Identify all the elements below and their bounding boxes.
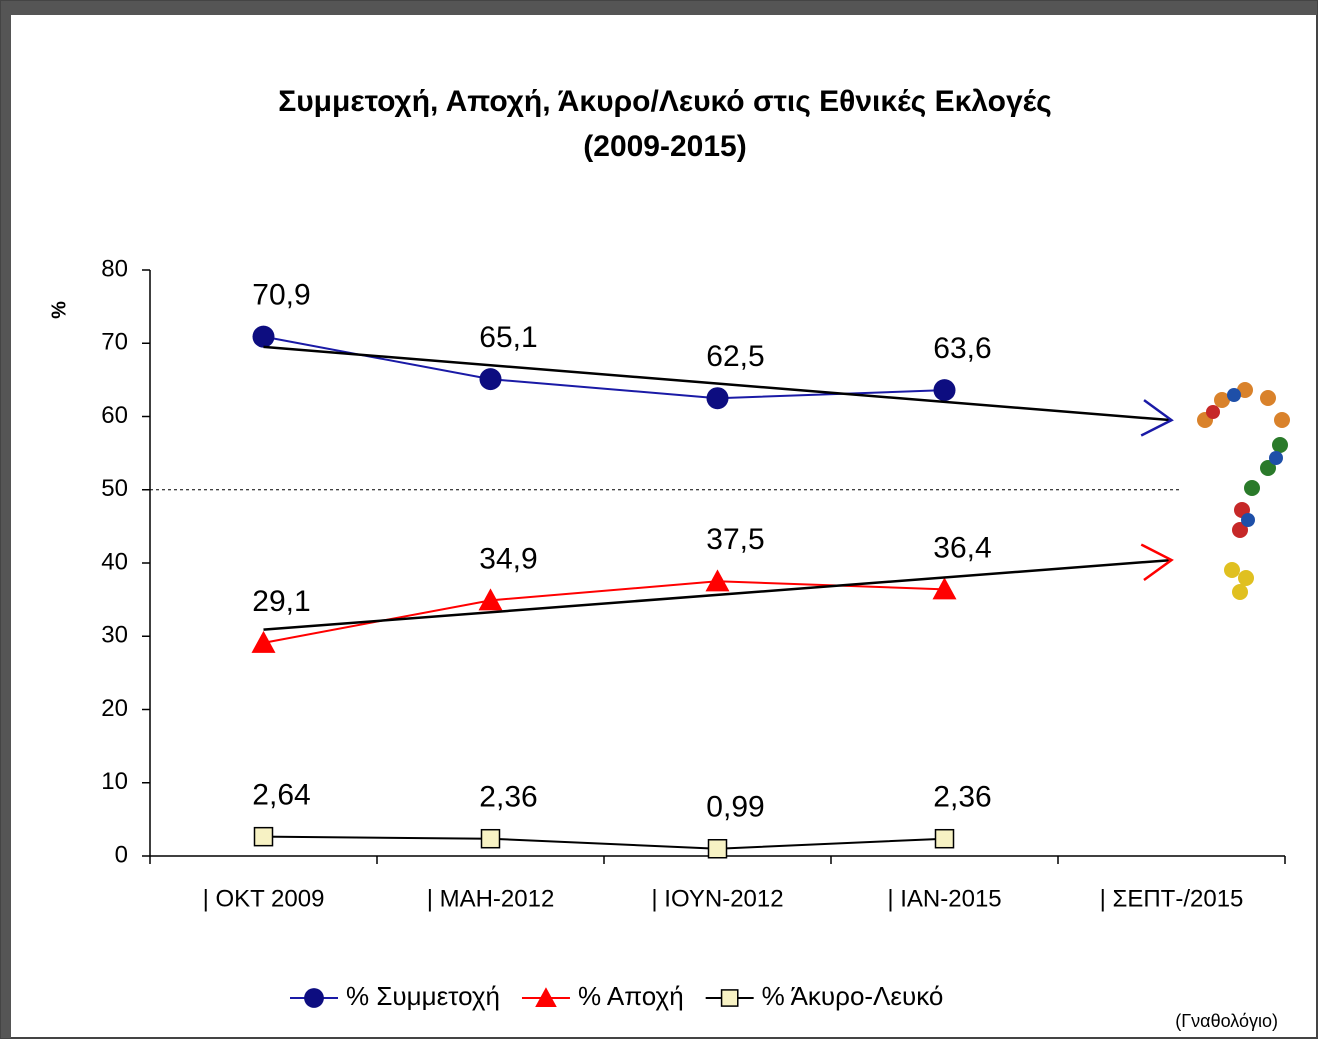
value-label: 70,9 <box>252 279 310 312</box>
value-label: 63,6 <box>933 332 991 365</box>
marker <box>253 326 275 348</box>
marker <box>936 830 954 848</box>
value-label: 29,1 <box>252 585 310 618</box>
y-tick-label: 20 <box>101 695 128 722</box>
chart-title: (2009-2015) <box>583 130 746 163</box>
value-label: 36,4 <box>933 531 991 564</box>
marker <box>304 988 324 1008</box>
y-tick-label: 80 <box>101 255 128 282</box>
frame-shadow <box>1 1 11 1038</box>
legend-label: % Αποχή <box>578 981 684 1011</box>
frame-shadow <box>1 1 1317 15</box>
y-tick-label: 50 <box>101 475 128 502</box>
value-label: 2,36 <box>933 781 991 814</box>
value-label: 0,99 <box>706 791 764 824</box>
marker <box>707 387 729 409</box>
legend-label: % Συμμετοχή <box>346 981 500 1011</box>
value-label: 37,5 <box>706 523 764 556</box>
marker <box>709 840 727 858</box>
marker <box>482 830 500 848</box>
value-label: 2,36 <box>479 781 537 814</box>
x-tick-label: | ΙΑΝ-2015 <box>887 885 1001 912</box>
value-label: 62,5 <box>706 340 764 373</box>
marker <box>255 828 273 846</box>
x-tick-label: | ΟΚΤ 2009 <box>203 885 325 912</box>
x-tick-label: | ΣΕΠΤ-/2015 <box>1100 885 1244 912</box>
y-tick-label: 30 <box>101 622 128 649</box>
x-tick-label: | ΙΟΥΝ-2012 <box>651 885 783 912</box>
y-tick-label: 70 <box>101 329 128 356</box>
x-tick-label: | ΜΑΗ-2012 <box>427 885 555 912</box>
chart: Συμμετοχή, Αποχή, Άκυρο/Λευκό στις Εθνικ… <box>0 0 1318 1039</box>
y-axis-label: % <box>48 301 70 319</box>
y-tick-label: 0 <box>115 841 128 868</box>
value-label: 34,9 <box>479 542 537 575</box>
y-tick-label: 60 <box>101 402 128 429</box>
marker <box>480 368 502 390</box>
value-label: 2,64 <box>252 779 310 812</box>
legend-label: % Άκυρο-Λευκό <box>762 981 944 1011</box>
marker <box>722 990 738 1006</box>
source-note: (Γναθολόγιο) <box>1175 1011 1278 1031</box>
value-label: 65,1 <box>479 321 537 354</box>
y-tick-label: 40 <box>101 548 128 575</box>
marker <box>934 379 956 401</box>
y-tick-label: 10 <box>101 768 128 795</box>
chart-title: Συμμετοχή, Αποχή, Άκυρο/Λευκό στις Εθνικ… <box>278 85 1052 118</box>
